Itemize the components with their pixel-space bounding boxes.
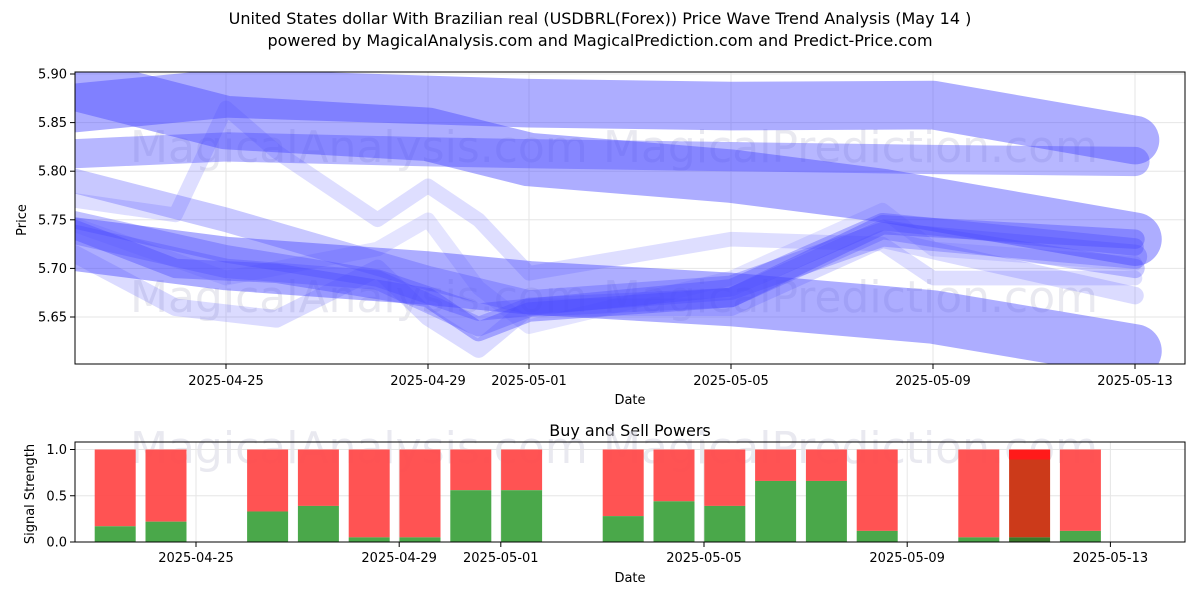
signal-x-tick-label: 2025-05-01 — [463, 551, 539, 566]
signal-x-tick-label: 2025-05-13 — [1073, 551, 1149, 566]
buy-bar — [755, 480, 797, 542]
signal-bars-group — [94, 449, 1101, 542]
price-plot-frame — [74, 71, 1186, 365]
signal-x-ticks: 2025-04-25 2025-04-29 2025-05-01 2025-05-05… — [158, 542, 1148, 566]
price-y-tick-label: 5.65 — [38, 311, 67, 326]
sell-bar — [958, 449, 1000, 538]
buy-bar — [145, 521, 187, 542]
buy-bar — [399, 537, 441, 542]
sell-bar — [805, 449, 847, 481]
buy-bar — [94, 526, 136, 542]
sell-bar — [450, 449, 492, 491]
price-x-axis-label: Date — [614, 393, 645, 408]
signal-y-axis-label: Signal Strength — [23, 444, 38, 544]
price-y-ticks: 5.65 5.70 5.75 5.80 5.85 5.90 — [38, 68, 75, 326]
signal-x-tick-label: 2025-05-09 — [869, 551, 945, 566]
sell-bar — [348, 449, 390, 538]
wave-series-line — [75, 72, 1162, 266]
price-x-tick-label: 2025-05-01 — [491, 374, 567, 389]
sell-bar-strong-cap — [1009, 449, 1051, 460]
price-x-tick-label: 2025-05-09 — [895, 374, 971, 389]
wave-series-line — [75, 211, 1144, 321]
watermark-top-left: MagicalAnalysis.com — [130, 122, 588, 173]
buy-bar — [297, 505, 339, 542]
watermark-top-right: MagicalPrediction.com — [603, 122, 1098, 173]
sell-bar — [704, 449, 746, 506]
wave-series-line — [75, 168, 1148, 315]
buy-bar — [805, 480, 847, 542]
sell-bar — [247, 449, 289, 512]
buy-bar — [602, 516, 644, 542]
buy-bar — [501, 490, 543, 542]
sell-bar — [755, 449, 797, 481]
sell-bar — [1009, 449, 1051, 538]
signal-panel-title: Buy and Sell Powers — [549, 421, 711, 440]
price-panel: MagicalAnalysis.com MagicalPrediction.co… — [15, 68, 1186, 408]
signal-y-tick-label: 1.0 — [46, 443, 67, 458]
sell-bar — [856, 449, 898, 531]
buy-bar — [704, 505, 746, 542]
signal-plot-frame — [74, 441, 1186, 543]
buy-bar — [348, 537, 390, 542]
buy-bar — [1009, 537, 1051, 542]
watermark-mid-left: MagicalAnalysis.com — [130, 272, 588, 323]
price-x-ticks: 2025-04-25 2025-04-29 2025-05-01 2025-05-05… — [188, 364, 1173, 389]
sell-bar — [94, 449, 136, 527]
sell-bar — [145, 449, 187, 522]
wave-series-line — [75, 217, 1162, 364]
sell-bar — [602, 449, 644, 517]
sell-bar — [501, 449, 543, 491]
price-x-tick-label: 2025-05-05 — [693, 374, 769, 389]
price-y-tick-label: 5.80 — [38, 165, 67, 180]
sell-bar — [1059, 449, 1101, 531]
price-y-axis-label: Price — [15, 204, 30, 236]
price-x-tick-label: 2025-04-25 — [188, 374, 264, 389]
wave-series-line — [75, 219, 1145, 337]
buy-bar — [247, 511, 289, 542]
watermark-mid-right: MagicalPrediction.com — [603, 272, 1098, 323]
wave-series-line — [75, 132, 1150, 177]
wave-series-line — [75, 100, 1143, 286]
wave-series-group — [75, 72, 1162, 364]
signal-y-ticks: 0.0 0.5 1.0 — [46, 443, 75, 551]
price-grid — [75, 72, 1185, 364]
price-y-tick-label: 5.90 — [38, 68, 67, 83]
sell-bar — [653, 449, 695, 502]
signal-y-tick-label: 0.0 — [46, 536, 67, 551]
signal-x-axis-label: Date — [614, 571, 645, 586]
price-x-tick-label: 2025-05-13 — [1097, 374, 1173, 389]
wave-series-line — [75, 202, 1143, 335]
sell-bar — [399, 449, 441, 538]
buy-bar — [856, 530, 898, 542]
wave-series-line — [75, 72, 1160, 165]
price-y-tick-label: 5.70 — [38, 262, 67, 277]
wave-series-line — [75, 214, 1145, 342]
sell-bar — [297, 449, 339, 506]
signal-x-tick-label: 2025-04-25 — [158, 551, 234, 566]
signal-x-tick-label: 2025-04-29 — [361, 551, 437, 566]
signal-y-tick-label: 0.5 — [46, 489, 67, 504]
signal-x-tick-label: 2025-05-05 — [666, 551, 742, 566]
price-y-tick-label: 5.85 — [38, 116, 67, 131]
signal-panel: Buy and Sell Powers MagicalAnalysis.com … — [23, 421, 1186, 586]
buy-bar — [450, 490, 492, 542]
buy-bar — [653, 501, 695, 542]
buy-bar — [958, 537, 1000, 542]
price-y-tick-label: 5.75 — [38, 213, 67, 228]
buy-bar — [1059, 530, 1101, 542]
chart-title-line1: United States dollar With Brazilian real… — [228, 9, 972, 28]
price-x-tick-label: 2025-04-29 — [390, 374, 466, 389]
wave-series-line — [75, 230, 1144, 358]
chart-title-line2: powered by MagicalAnalysis.com and Magic… — [267, 31, 933, 50]
